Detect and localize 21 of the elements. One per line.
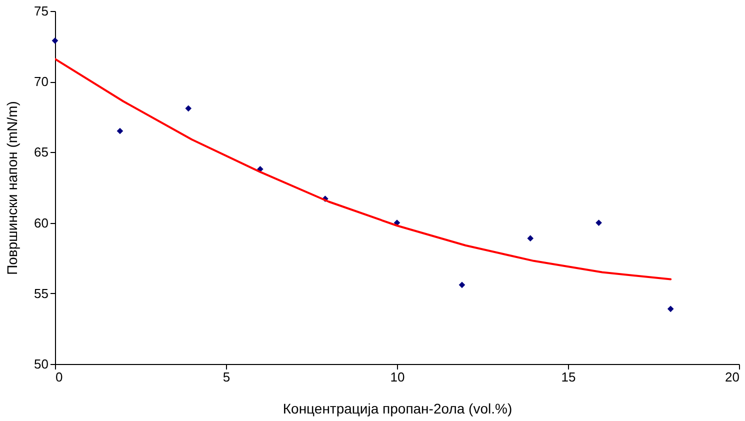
y-tick-label: 50 (34, 356, 48, 372)
point (116, 128, 124, 134)
point (667, 306, 674, 312)
y-tick-label: 70 (34, 74, 48, 90)
point (527, 235, 534, 242)
y-tick-label: 55 (34, 286, 48, 301)
point (596, 220, 602, 226)
x-tick-label: 5 (222, 370, 230, 384)
point (185, 105, 192, 112)
x-tick-label: 0 (56, 370, 63, 384)
line-series (55, 58, 672, 280)
point (52, 37, 58, 44)
x-tick-label: 10 (390, 370, 405, 384)
y-tick-label: 65 (34, 144, 48, 160)
x-tick-label: 20 (725, 370, 740, 384)
x-tick-label: 15 (561, 370, 576, 384)
y-tick-label: 60 (34, 215, 48, 230)
point (458, 282, 466, 288)
y-tick-label: 75 (34, 4, 48, 18)
x-axis-title: Концентрација пропан-2ола (vol.%) (282, 400, 512, 416)
y-axis-title: Површински напон (mN/m) (4, 101, 20, 275)
